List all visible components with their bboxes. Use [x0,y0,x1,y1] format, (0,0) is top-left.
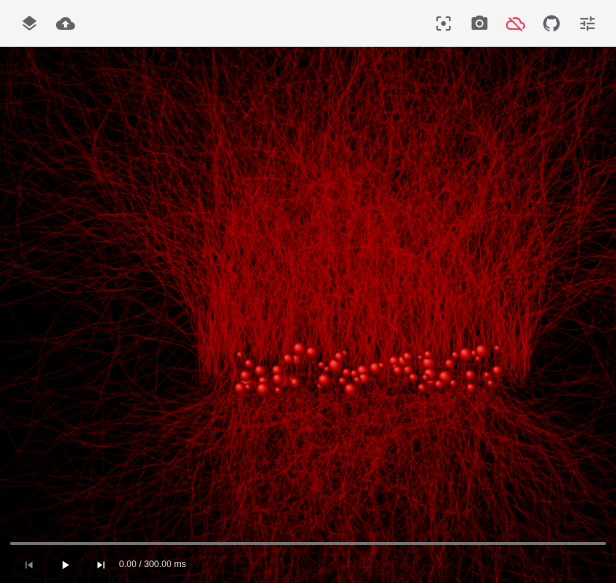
connection-status-button[interactable] [503,11,527,35]
playback-timeline[interactable] [10,542,606,545]
layers-icon [21,15,37,31]
screenshot-button[interactable] [467,11,491,35]
cloud-off-icon [505,16,525,31]
skip-to-end-button[interactable] [92,556,110,574]
skip-to-start-button[interactable] [20,556,38,574]
layers-button[interactable] [17,11,41,35]
github-icon [542,14,560,31]
upload-button[interactable] [53,11,77,35]
github-button[interactable] [539,11,563,35]
top-toolbar [0,0,616,47]
camera-icon [471,15,487,30]
play-button[interactable] [56,556,74,574]
time-display: 0.00 / 300.00 ms [119,559,187,569]
skip-next-icon [97,561,105,569]
skip-previous-icon [25,561,33,569]
neuron-3d-viewport[interactable] [0,47,616,583]
recenter-button[interactable] [431,11,455,35]
neuron-render-canvas[interactable] [0,47,616,583]
cloud-upload-icon [55,16,75,30]
tune-icon [579,15,595,31]
play-icon [62,560,70,570]
focus-center-icon [435,15,451,31]
settings-button[interactable] [575,11,599,35]
